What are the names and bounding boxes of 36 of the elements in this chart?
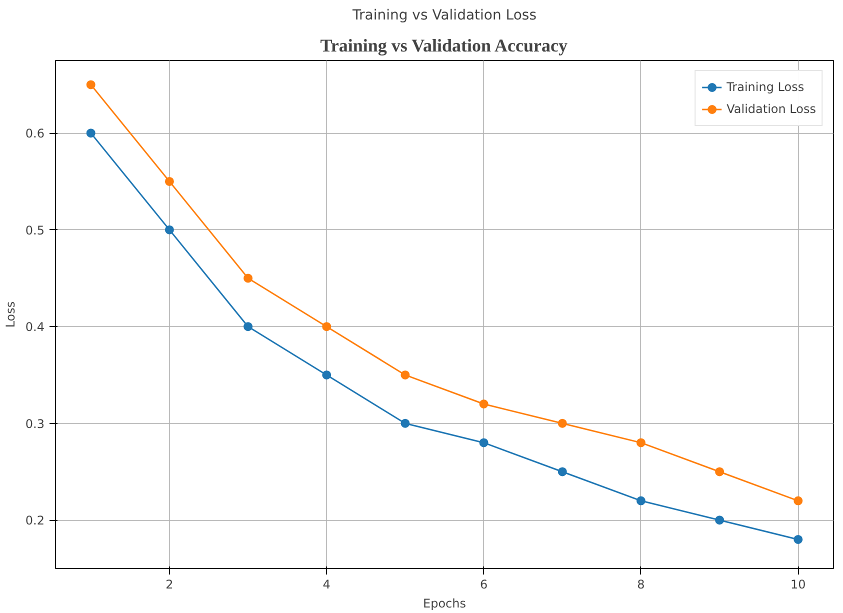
point — [558, 418, 567, 428]
legend-label: Training Loss — [726, 80, 804, 94]
point — [636, 496, 646, 506]
legend-label: Validation Loss — [726, 102, 816, 116]
point — [86, 80, 96, 90]
y-tick-label: 0.2 — [25, 514, 45, 528]
x-tick-label: 2 — [166, 578, 174, 592]
point — [164, 176, 174, 186]
text: Training vs Validation Accuracy — [320, 36, 568, 56]
point — [479, 438, 488, 448]
y-tick-label: 0.3 — [25, 416, 45, 431]
x-tick-label: 4 — [322, 578, 330, 592]
point — [86, 128, 96, 138]
point — [400, 370, 410, 380]
point — [715, 516, 724, 525]
point — [715, 467, 724, 476]
x-tick-label: 6 — [480, 578, 488, 592]
y-axis-title: Loss — [3, 301, 18, 328]
point — [479, 400, 488, 408]
x-axis-title: Epochs — [423, 596, 466, 610]
point — [322, 370, 332, 380]
point — [794, 534, 803, 544]
point — [244, 322, 253, 332]
chart-title: Training vs Validation Loss — [351, 8, 537, 24]
x-tick-label: 10 — [790, 578, 806, 592]
y-tick-label: 0.4 — [25, 320, 45, 334]
point — [400, 418, 410, 428]
y-tick-label: 0.6 — [25, 126, 45, 141]
point — [636, 438, 646, 448]
point — [164, 225, 174, 234]
point — [322, 322, 332, 332]
point — [558, 467, 567, 476]
point — [794, 496, 803, 506]
y-tick-label: 0.5 — [25, 223, 45, 238]
point — [244, 274, 253, 283]
x-tick-label: 8 — [637, 578, 645, 592]
